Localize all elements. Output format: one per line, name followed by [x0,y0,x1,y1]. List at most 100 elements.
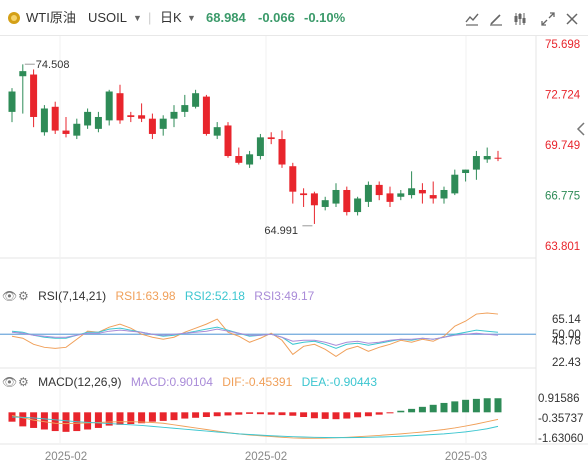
candle-body [289,166,297,192]
rsi-axis-tick: 50.00 [552,329,581,341]
rsi-settings-icon[interactable]: ⚙ [18,289,29,303]
macd-hist-bar [321,412,329,419]
chart-header: WTI原油 USOIL ▼ | 日K ▼ 68.984 -0.066 -0.10… [0,0,588,36]
macd-hist-bar [483,398,491,413]
rsi2-value: RSI2:52.18 [184,289,245,303]
candle-body [181,105,189,112]
candle-body [170,111,178,119]
close-icon[interactable] [562,9,582,29]
symbol-name[interactable]: WTI原油 [26,10,76,25]
macd-hist-bar [138,412,146,424]
candle-body [440,189,448,199]
interval-selector[interactable]: 日K [160,10,182,25]
macd-hist-bar [397,410,405,413]
macd-hist-bar [192,412,200,418]
candle-body [213,127,221,136]
price-axis-tick: 66.775 [545,191,580,203]
macd-hist-bar [213,412,221,417]
macd-axis-tick: -0.35737 [538,413,583,425]
candle-body [105,91,113,121]
candle-body [40,108,48,133]
candle-body [62,130,70,134]
grid [0,36,588,445]
macd-hist-bar [354,412,362,418]
candle-body [267,137,275,140]
candle-body [73,123,81,136]
rsi-axis-tick: 65.14 [552,314,581,326]
rsi-label[interactable]: RSI(7,14,21) [38,289,107,303]
macd-legend: ⚙ MACD(12,26,9) MACD:0.90104 DIF:-0.4539… [18,372,383,392]
candle-body [246,154,254,165]
macd-axis-tick: -1.63060 [538,433,583,445]
rsi-axis-tick: 22.43 [552,357,581,369]
macd-hist-bar [343,412,351,419]
macd-line-dea [11,416,499,439]
candle-body [84,111,92,126]
macd-value: MACD:0.90104 [130,375,213,389]
candle-body [127,115,135,117]
macd-hist-bar [148,412,156,422]
macd-hist-bar [375,412,383,415]
macd-hist-bar [332,412,340,420]
candle-body [408,188,416,196]
interval-dropdown-icon[interactable]: ▼ [187,13,196,23]
candle-body [397,193,405,197]
rsi-line-rsi2 [11,326,499,349]
macd-hist-bar [94,412,102,428]
macd-hist-bar [451,401,459,413]
price-axis-tick: 75.698 [545,39,580,51]
macd-hist-bar [51,412,59,432]
macd-hist-bar [84,412,92,430]
macd-hist-bar [267,412,275,415]
rsi-pane [0,312,536,357]
fullscreen-icon[interactable] [538,9,558,29]
x-axis-tick: 2025-02 [245,451,287,463]
macd-hist-bar [494,398,502,413]
candle-body [235,156,243,163]
candle-body [494,157,502,159]
rsi-axis-tick: 43.78 [552,335,581,347]
macd-settings-icon[interactable]: ⚙ [18,375,29,389]
draw-tool-icon[interactable] [486,9,506,29]
macd-hist-bar [472,398,480,413]
macd-hist-bar [127,412,135,425]
high-label: 74.508 [36,59,70,71]
candle-body [418,189,426,194]
x-axis-tick: 2025-03 [445,451,487,463]
collapse-panel-icon[interactable] [574,118,588,140]
symbol-dropdown-icon[interactable]: ▼ [133,13,142,23]
symbol-code[interactable]: USOIL [88,10,128,25]
header-divider: | [148,10,152,25]
low-label: 64.991 [264,225,298,237]
candle-body [321,200,329,207]
macd-hist-bar [116,412,124,425]
axis-labels: 75.698 72.724 69.749 66.775 63.801 65.14 50.00… [45,39,584,463]
macd-visibility-icon[interactable]: 👁 [2,375,18,389]
candle-body [94,116,102,129]
macd-hist-bar [289,412,297,416]
rsi-legend: ⚙ RSI(7,14,21) RSI1:63.98 RSI2:52.18 RSI… [18,286,320,306]
macd-hist-bar [170,412,178,421]
macd-hist-bar [418,406,426,413]
rsi-visibility-icon[interactable]: 👁 [2,289,18,303]
candle-body [51,106,59,131]
chart-type-icon[interactable] [510,9,530,29]
price-axis-tick: 72.724 [545,89,581,101]
macd-hist-bar [364,412,372,417]
price-axis-tick: 63.801 [545,241,580,253]
macd-hist-bar [429,404,437,413]
candle-body [451,174,459,194]
macd-label[interactable]: MACD(12,26,9) [38,375,122,389]
macd-hist-bar [202,412,210,417]
candle-body [364,184,372,202]
macd-hist-bar [105,412,113,426]
candle-body [224,125,232,157]
dea-value: DEA:-0.90443 [301,375,377,389]
macd-hist-bar [386,412,394,414]
rsi-line-rsi1 [11,312,499,357]
candle-body [429,195,437,199]
candle-body [310,193,318,206]
indicator-icon[interactable] [462,9,482,29]
candle-body [343,189,351,213]
